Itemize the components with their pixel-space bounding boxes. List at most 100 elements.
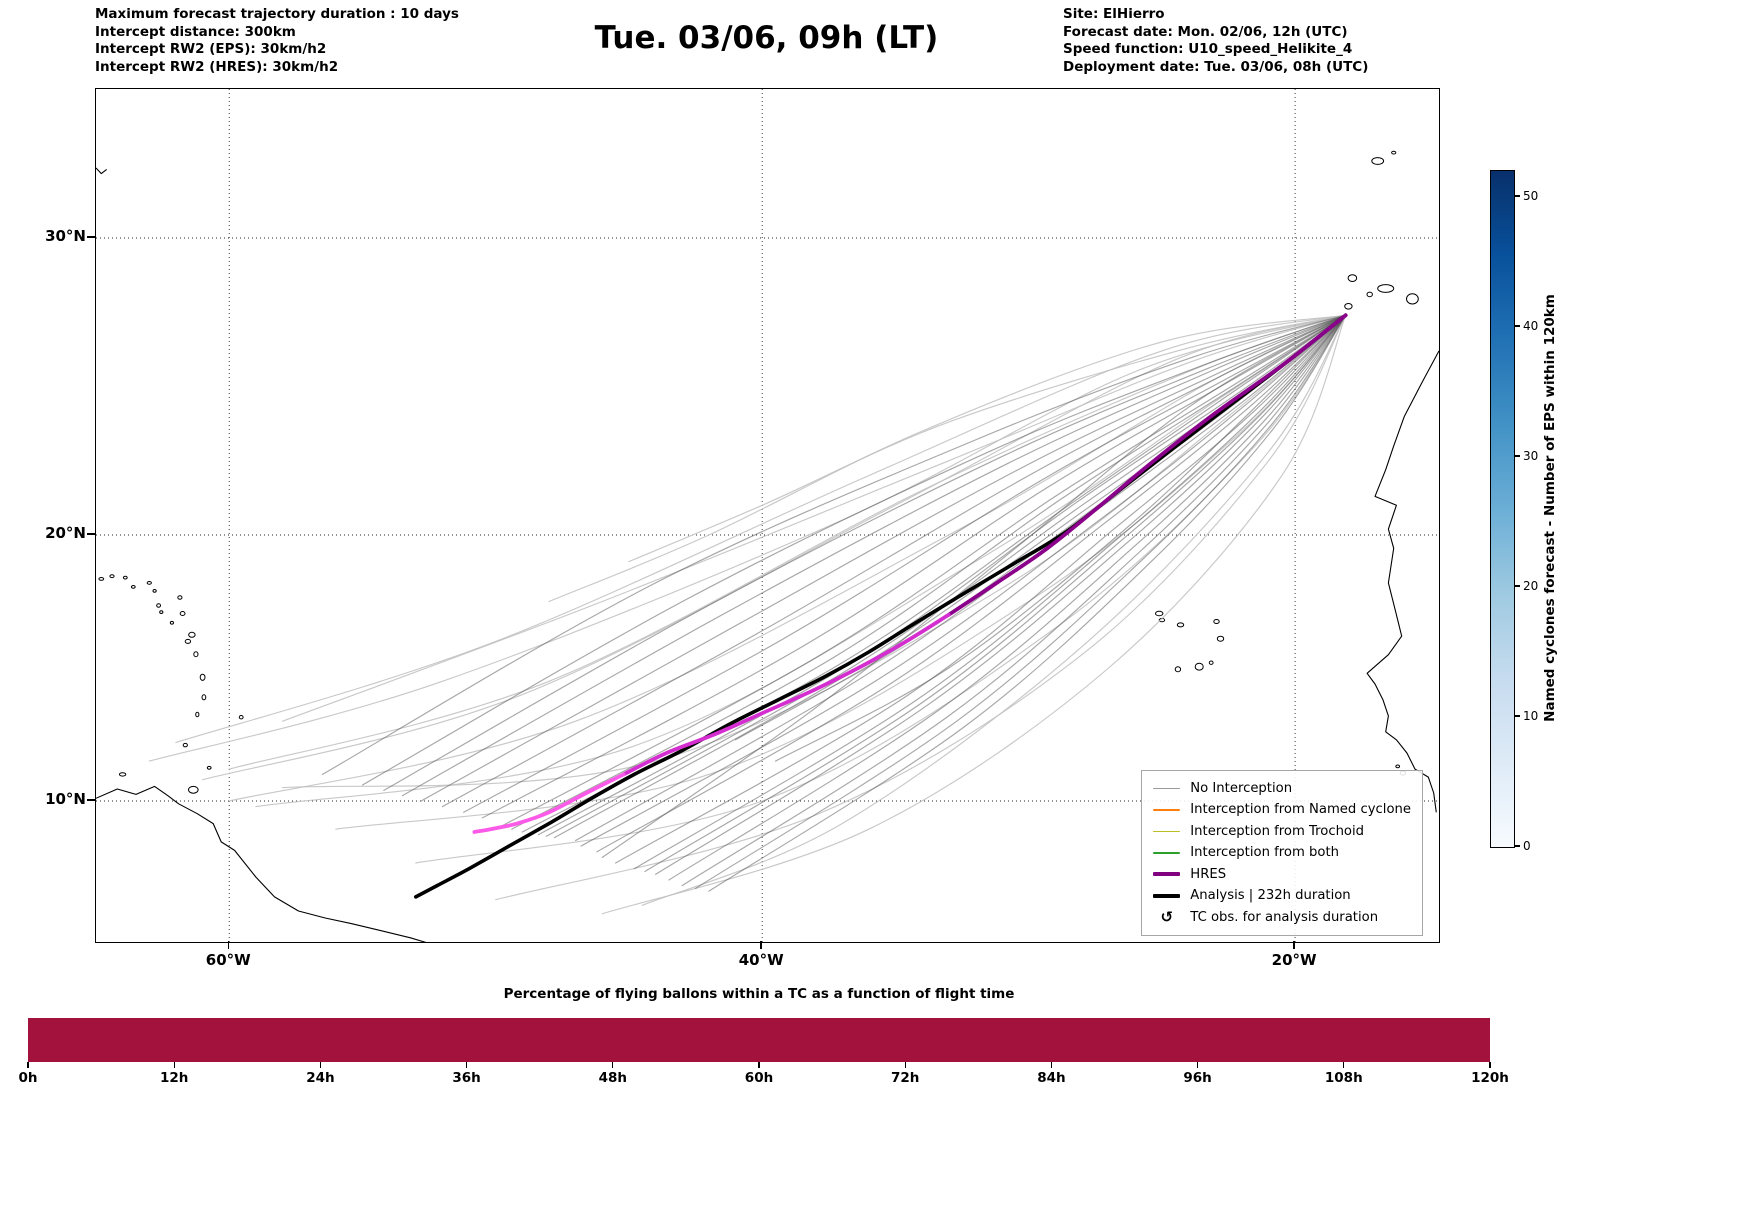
island	[1213, 619, 1220, 624]
ensemble-member-no-interception	[481, 314, 1347, 819]
bottom-axis-tick	[904, 1062, 906, 1068]
colorbar-tick	[1514, 455, 1520, 457]
legend-line-sample	[1153, 830, 1181, 832]
legend-item-6: ↺ TC obs. for analysis duration	[1153, 907, 1411, 929]
y-axis-label: 20°N	[45, 524, 86, 542]
info-block-left: Maximum forecast trajectory duration : 1…	[95, 6, 459, 76]
info-left-line4: Intercept RW2 (HRES): 30km/h2	[95, 58, 339, 75]
bottom-axis-tick-label: 0h	[18, 1070, 38, 1086]
ensemble-member-no-interception	[148, 314, 1347, 762]
legend-item-3: Interception from both	[1153, 842, 1411, 864]
island	[182, 742, 188, 748]
ensemble-member-no-interception	[655, 314, 1347, 875]
legend-label: Interception from Trochoid	[1190, 823, 1365, 839]
ensemble-member-no-interception	[695, 314, 1347, 889]
ensemble-member-no-interception	[281, 314, 1347, 722]
ensemble-member-no-interception	[335, 314, 1347, 830]
bottom-chart-bar	[28, 1018, 1490, 1062]
island	[122, 575, 128, 580]
y-axis-tick	[87, 799, 95, 801]
island	[156, 603, 161, 608]
ensemble-member-no-interception	[500, 314, 1347, 827]
island	[1347, 274, 1358, 283]
colorbar-tick-label: 50	[1523, 188, 1539, 203]
island	[199, 673, 206, 681]
bottom-axis-tick	[1489, 1062, 1491, 1068]
island	[1366, 291, 1373, 298]
info-right-line4: Deployment date: Tue. 03/06, 08h (UTC)	[1063, 58, 1369, 75]
ensemble-member-no-interception	[361, 314, 1347, 786]
bottom-axis-tick-label: 12h	[159, 1070, 189, 1086]
bottom-axis-tick-label: 24h	[306, 1070, 335, 1086]
info-left-line2: Intercept distance: 300km	[95, 23, 296, 40]
ensemble-member-no-interception	[708, 314, 1347, 892]
info-right-line2: Forecast date: Mon. 02/06, 12h (UTC)	[1063, 23, 1348, 40]
hres-trajectory	[472, 772, 626, 834]
tc-obs-marker-icon: ↺	[1160, 908, 1174, 927]
colorbar-tick	[1514, 585, 1520, 587]
bottom-axis-tick-label: 96h	[1183, 1070, 1212, 1086]
map-canvas	[96, 89, 1439, 942]
island	[109, 574, 115, 579]
island	[188, 785, 199, 794]
island	[152, 589, 157, 593]
colorbar-tick	[1514, 195, 1520, 197]
ensemble-member-no-interception	[580, 314, 1347, 847]
legend-line-sample	[1153, 852, 1181, 854]
legend-line-sample	[1153, 787, 1181, 789]
ensemble-member-no-interception	[774, 314, 1347, 762]
info-right-line3: Speed function: U10_speed_Helikite_4	[1063, 41, 1353, 57]
y-axis-tick	[87, 236, 95, 238]
x-axis-tick	[760, 941, 762, 949]
bottom-axis-tick-label: 60h	[744, 1070, 774, 1086]
island	[146, 581, 152, 585]
ensemble-member-no-interception	[641, 314, 1347, 906]
ensemble-member-no-interception	[415, 314, 1347, 864]
island	[193, 651, 199, 658]
bottom-axis-tick-label: 36h	[452, 1070, 481, 1086]
colorbar-tick-label: 10	[1523, 708, 1539, 723]
bottom-axis-tick	[1343, 1062, 1345, 1068]
y-axis-label: 30°N	[45, 227, 86, 245]
island	[1176, 622, 1185, 628]
ensemble-member-no-interception	[511, 314, 1347, 830]
legend-item-2: Interception from Trochoid	[1153, 821, 1411, 843]
island	[177, 595, 183, 600]
legend-label: HRES	[1190, 866, 1227, 882]
analysis-trajectory	[414, 313, 1348, 899]
colorbar-tick-label: 40	[1523, 318, 1539, 333]
bottom-axis-tick	[1196, 1062, 1199, 1068]
colorbar-tick-label: 20	[1523, 578, 1539, 593]
island	[98, 577, 105, 581]
bottom-axis-tick-label: 120h	[1471, 1070, 1509, 1086]
coastline-bermuda	[96, 167, 108, 175]
ensemble-member-no-interception	[401, 314, 1347, 797]
colorbar-tick	[1514, 845, 1520, 847]
trajectory-map: No Interception Interception from Named c…	[95, 88, 1440, 943]
ensemble-member-no-interception	[644, 314, 1347, 873]
x-axis-tick	[227, 941, 229, 949]
island	[1371, 157, 1385, 165]
island	[1208, 660, 1214, 665]
legend-item-1: Interception from Named cyclone	[1153, 799, 1411, 821]
island	[184, 638, 192, 644]
x-axis-tick	[1293, 941, 1295, 949]
legend-label: TC obs. for analysis duration	[1190, 909, 1379, 925]
ensemble-member-no-interception	[681, 314, 1347, 887]
page-title: Tue. 03/06, 09h (LT)	[594, 20, 939, 56]
ensemble-member-no-interception	[548, 314, 1347, 603]
ensemble-member-no-interception	[596, 314, 1347, 853]
ensemble-member-no-interception	[202, 314, 1347, 781]
colorbar	[1490, 170, 1515, 848]
bottom-axis-tick	[319, 1062, 322, 1068]
ensemble-member-no-interception	[615, 314, 1347, 864]
y-axis-tick	[87, 533, 95, 535]
island	[1377, 284, 1395, 293]
island	[169, 620, 175, 625]
legend-line-sample	[1153, 872, 1181, 877]
y-axis-label: 10°N	[45, 790, 86, 808]
island	[201, 694, 207, 701]
legend-label: No Interception	[1190, 780, 1293, 796]
legend-label: Interception from both	[1190, 845, 1339, 861]
